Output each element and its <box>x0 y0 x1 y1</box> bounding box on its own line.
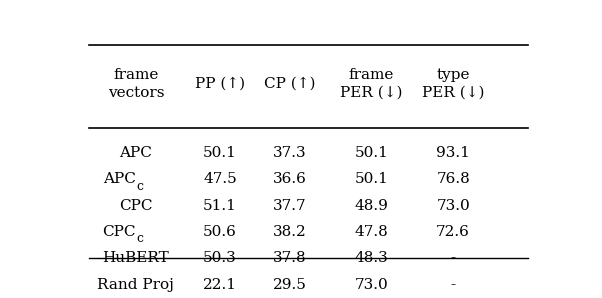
Text: -: - <box>450 278 456 292</box>
Text: 93.1: 93.1 <box>436 146 470 160</box>
Text: c: c <box>137 180 143 193</box>
Text: 72.6: 72.6 <box>436 225 470 239</box>
Text: 37.8: 37.8 <box>273 251 306 265</box>
Text: 50.1: 50.1 <box>203 146 237 160</box>
Text: APC: APC <box>103 172 136 186</box>
Text: frame
PER (↓): frame PER (↓) <box>340 68 403 100</box>
Text: CPC: CPC <box>102 225 136 239</box>
Text: 38.2: 38.2 <box>273 225 307 239</box>
Text: 50.3: 50.3 <box>203 251 237 265</box>
Text: APC: APC <box>119 146 152 160</box>
Text: 48.3: 48.3 <box>355 251 388 265</box>
Text: c: c <box>137 232 143 245</box>
Text: 50.6: 50.6 <box>203 225 237 239</box>
Text: PP (↑): PP (↑) <box>195 77 245 91</box>
Text: 36.6: 36.6 <box>273 172 307 186</box>
Text: 48.9: 48.9 <box>355 198 388 212</box>
Text: 73.0: 73.0 <box>436 198 470 212</box>
Text: 73.0: 73.0 <box>355 278 388 292</box>
Text: -: - <box>450 251 456 265</box>
Text: CPC: CPC <box>119 198 153 212</box>
Text: CP (↑): CP (↑) <box>264 77 315 91</box>
Text: 50.1: 50.1 <box>355 146 388 160</box>
Text: 29.5: 29.5 <box>273 278 307 292</box>
Text: 50.1: 50.1 <box>355 172 388 186</box>
Text: 76.8: 76.8 <box>436 172 470 186</box>
Text: Rand Proj: Rand Proj <box>98 278 175 292</box>
Text: 47.5: 47.5 <box>203 172 237 186</box>
Text: type
PER (↓): type PER (↓) <box>422 68 485 100</box>
Text: frame
vectors: frame vectors <box>108 68 164 100</box>
Text: 37.7: 37.7 <box>273 198 306 212</box>
Text: HuBERT: HuBERT <box>102 251 169 265</box>
Text: 37.3: 37.3 <box>273 146 306 160</box>
Text: 22.1: 22.1 <box>203 278 237 292</box>
Text: 47.8: 47.8 <box>355 225 388 239</box>
Text: 51.1: 51.1 <box>203 198 237 212</box>
